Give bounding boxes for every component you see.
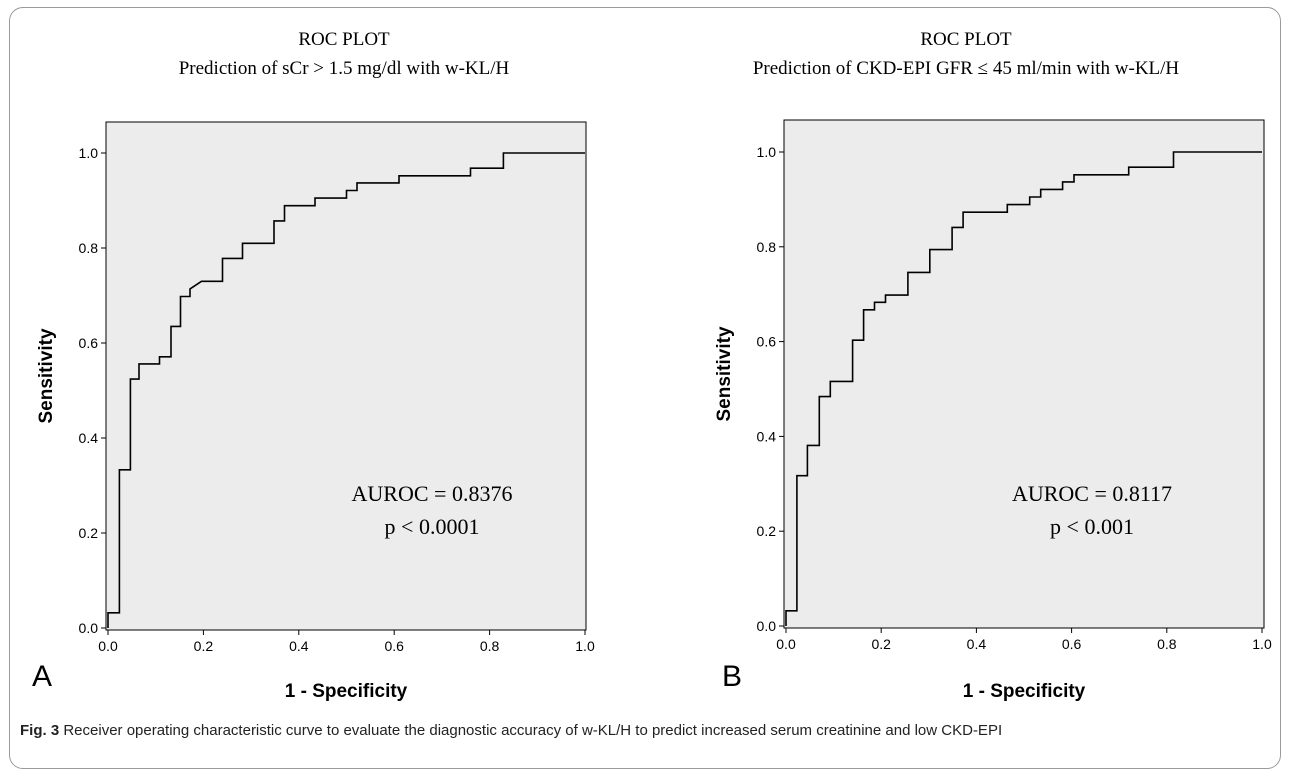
y-tick-label: 0.0 <box>79 620 99 636</box>
plot-area <box>105 121 587 631</box>
p-value: p < 0.0001 <box>385 514 480 539</box>
auroc-value: AUROC = 0.8376 <box>352 481 513 506</box>
y-tick-label: 0.2 <box>79 525 99 541</box>
figure-frame <box>9 7 1281 769</box>
panel-letter: B <box>722 660 742 693</box>
x-tick-label: 0.4 <box>967 636 987 652</box>
x-tick-label: 0.6 <box>1062 636 1082 652</box>
x-tick-label: 0.2 <box>871 636 891 652</box>
y-axis-label: Sensitivity <box>714 326 735 421</box>
plot-area <box>783 119 1265 629</box>
y-tick-label: 0.0 <box>757 618 777 634</box>
x-axis-ticks: 0.0 0.2 0.4 0.6 0.8 1.0 <box>776 628 1272 652</box>
y-tick-label: 0.8 <box>79 240 99 256</box>
panel-letter: A <box>32 660 52 693</box>
roc-panel-a: ROC PLOT Prediction of sCr > 1.5 mg/dl wi… <box>32 29 595 702</box>
auroc-annotation: AUROC = 0.8117 p < 0.001 <box>1012 481 1172 539</box>
y-tick-label: 1.0 <box>757 144 777 160</box>
roc-curve-series-1 <box>785 151 1262 626</box>
y-axis-ticks: 0.0 0.2 0.4 0.6 0.8 1.0 <box>79 145 106 636</box>
x-tick-label: 0.0 <box>776 636 796 652</box>
y-tick-label: 0.6 <box>757 334 777 350</box>
y-tick-label: 0.8 <box>757 239 777 255</box>
auroc-annotation: AUROC = 0.8376 p < 0.0001 <box>352 481 513 539</box>
x-axis-label: 1 - Specificity <box>285 681 408 702</box>
x-tick-label: 0.0 <box>98 638 118 654</box>
p-value: p < 0.001 <box>1050 514 1134 539</box>
y-axis-label: Sensitivity <box>36 328 57 423</box>
chart-title: ROC PLOT <box>298 29 390 50</box>
caption-text: Receiver operating characteristic curve … <box>59 722 1003 739</box>
x-tick-label: 0.4 <box>289 638 309 654</box>
chart-subtitle: Prediction of CKD-EPI GFR ≤ 45 ml/min wi… <box>753 58 1180 79</box>
y-tick-label: 1.0 <box>79 145 99 161</box>
y-tick-label: 0.2 <box>757 523 777 539</box>
x-tick-label: 0.6 <box>384 638 404 654</box>
y-tick-label: 0.6 <box>79 335 99 351</box>
y-tick-label: 0.4 <box>757 428 777 444</box>
figure-caption: Fig. 3 Receiver operating characteristic… <box>20 720 1270 741</box>
x-tick-label: 1.0 <box>1252 636 1272 652</box>
x-axis-ticks: 0.0 0.2 0.4 0.6 0.8 1.0 <box>98 630 595 654</box>
y-axis-ticks: 0.0 0.2 0.4 0.6 0.8 1.0 <box>757 144 784 634</box>
roc-curve-series-1 <box>107 152 585 628</box>
roc-panel-b: ROC PLOT Prediction of CKD-EPI GFR ≤ 45 m… <box>714 29 1272 702</box>
x-tick-label: 0.8 <box>480 638 500 654</box>
y-tick-label: 0.4 <box>79 430 99 446</box>
chart-title: ROC PLOT <box>920 29 1012 50</box>
x-tick-label: 0.2 <box>194 638 214 654</box>
caption-label: Fig. 3 <box>20 722 60 739</box>
x-tick-label: 1.0 <box>575 638 595 654</box>
auroc-value: AUROC = 0.8117 <box>1012 481 1172 506</box>
chart-subtitle: Prediction of sCr > 1.5 mg/dl with w-KL/… <box>179 58 510 79</box>
x-tick-label: 0.8 <box>1157 636 1177 652</box>
x-axis-label: 1 - Specificity <box>963 681 1086 702</box>
